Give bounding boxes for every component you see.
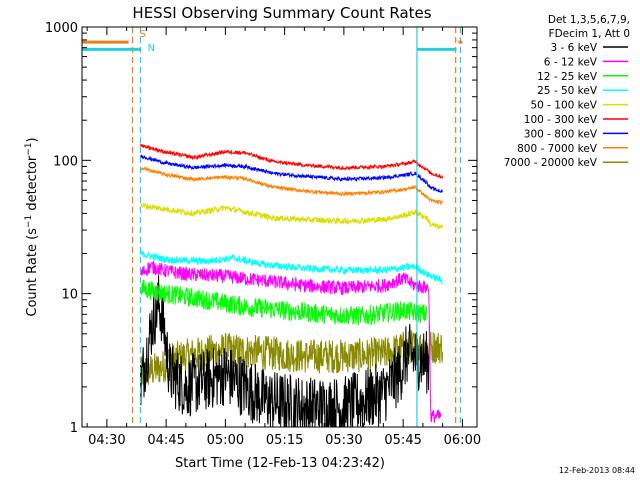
chart-title: HESSI Observing Summary Count Rates	[132, 4, 431, 22]
x-tick-label-1: 04:45	[147, 433, 184, 448]
legend-label-1: 6 - 12 keV	[544, 56, 598, 68]
x-tick-label-2: 05:00	[207, 433, 244, 448]
y-axis-label: Count Rate (s−1 detector−1)	[24, 137, 40, 316]
marker-n: N	[147, 43, 154, 54]
x-tick-label-6: 06:00	[444, 433, 481, 448]
plot-area: SN 04:30 04:45 05:00 05:15 05:30 05:45 06:00 1…	[45, 21, 481, 448]
series-layer	[140, 143, 444, 428]
ylabel-exp2: −1	[24, 142, 34, 155]
plot-frame	[81, 26, 478, 428]
y-tick-label-1: 10	[61, 288, 78, 303]
legend-header-line-1: Det 1,3,5,6,7,9,	[548, 14, 630, 26]
y-tick-label-2: 100	[53, 154, 78, 169]
y-axis: 1 10 100 1000	[45, 21, 477, 436]
legend-label-3: 25 - 50 keV	[537, 85, 598, 97]
ylabel-exp1: −1	[24, 215, 34, 228]
marker-s: S	[140, 29, 146, 40]
legend-label-2: 12 - 25 keV	[537, 71, 598, 83]
x-tick-label-4: 05:30	[325, 433, 362, 448]
series-line-100-300-kev	[140, 143, 444, 179]
series-line-25-50-kev	[140, 250, 443, 285]
ylabel-mid: detector	[25, 155, 40, 215]
legend-header-line-2: FDecim 1, Att 0	[549, 28, 630, 40]
y-tick-label-3: 1000	[45, 21, 78, 36]
series-line-50-100-kev	[140, 202, 444, 230]
legend-label-8: 7000 - 20000 keV	[504, 157, 598, 169]
legend: Det 1,3,5,6,7,9, FDecim 1, Att 0 3 - 6 k…	[504, 14, 630, 169]
x-tick-label-5: 05:45	[384, 433, 421, 448]
legend-rows: 3 - 6 keV 6 - 12 keV 12 - 25 keV 25 - 50 ke…	[504, 42, 628, 169]
ylabel-base: Count Rate (s	[25, 228, 40, 317]
x-axis: 04:30 04:45 05:00 05:15 05:30 05:45 06:00	[86, 27, 481, 448]
series-line-300-800-kev	[140, 154, 443, 193]
y-tick-label-0: 1	[70, 421, 78, 436]
overlay-layer: SN	[82, 27, 463, 427]
legend-label-6: 300 - 800 keV	[524, 128, 598, 140]
x-axis-label: Start Time (12-Feb-13 04:23:42)	[175, 456, 385, 471]
x-tick-label-3: 05:15	[266, 433, 303, 448]
legend-label-4: 50 - 100 keV	[530, 100, 597, 112]
legend-label-5: 100 - 300 keV	[524, 114, 598, 126]
series-line-6-12-kev	[140, 260, 442, 424]
legend-label-7: 800 - 7000 keV	[517, 143, 598, 155]
series-line-800-7000-kev	[140, 165, 444, 206]
timestamp: 12-Feb-2013 08:44	[559, 466, 635, 475]
legend-label-0: 3 - 6 keV	[550, 42, 597, 54]
series-line-7000-20000-kev	[140, 330, 444, 386]
series-line-12-25-kev	[140, 279, 428, 327]
ylabel-end: )	[25, 137, 40, 142]
series-line-3-6-kev	[140, 275, 430, 428]
x-tick-label-0: 04:30	[88, 433, 125, 448]
